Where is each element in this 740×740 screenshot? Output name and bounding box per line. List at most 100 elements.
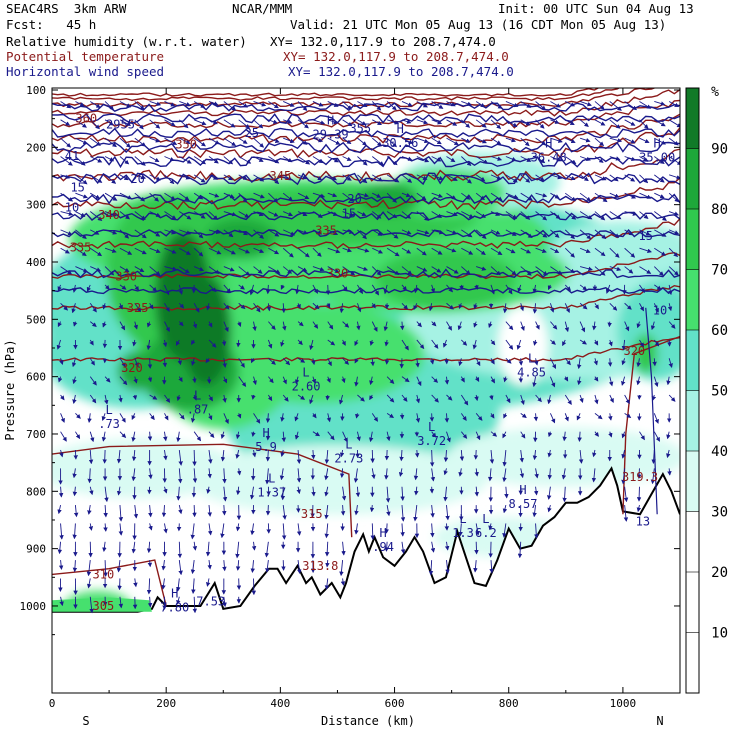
wind-arrow-222: [238, 192, 248, 203]
wind-arrow-357: [372, 247, 384, 254]
wind-arrow-704: [535, 394, 542, 403]
wind-arrow-397: [342, 266, 356, 276]
wind-arrow-988: [57, 541, 63, 555]
wind-arrow-592: [119, 358, 126, 368]
wind-arrow-41: [668, 101, 680, 108]
wind-arrow-686: [267, 394, 273, 402]
extremum-value-1: .87: [187, 403, 209, 417]
wind-arrow-355: [342, 247, 352, 253]
wind-arrow-958: [103, 523, 108, 532]
wind-arrow-92: [179, 137, 191, 144]
wind-arrow-951: [532, 505, 537, 518]
wind-arrow-836: [621, 449, 626, 459]
wind-arrow-75: [550, 119, 560, 124]
wind-arrow-907: [443, 486, 448, 502]
wind-arrow-493: [519, 303, 525, 312]
wind-arrow-863: [398, 468, 404, 477]
wind-arrow-939: [354, 505, 359, 516]
wind-arrow-325: [520, 229, 533, 239]
rh-blob-15: [204, 303, 425, 404]
wind-arrow-512: [178, 321, 184, 327]
wind-arrow-580: [562, 339, 567, 347]
wind-arrow-78: [594, 119, 606, 126]
wind-arrow-709: [609, 394, 614, 404]
wind-arrow-421: [72, 284, 77, 293]
wind-arrow-147: [372, 156, 385, 166]
wind-arrow-263: [223, 211, 237, 217]
wind-arrow-774: [327, 431, 335, 441]
wind-arrow-318: [416, 229, 430, 235]
wind-arrow-744: [503, 413, 508, 419]
wind-arrow-975: [354, 523, 359, 535]
wind-arrow-88: [119, 137, 131, 148]
wind-arrow-237: [461, 192, 471, 200]
wind-arrow-934: [282, 505, 287, 520]
extremum-value-2: 2.60: [292, 380, 321, 394]
wind-arrow-479: [312, 302, 320, 310]
wind-arrow-336: [60, 247, 70, 254]
wind-arrow-126: [60, 156, 73, 166]
theta-contour-12: [52, 337, 680, 362]
wind-arrow-868: [474, 468, 479, 477]
wind-arrow-389: [223, 266, 235, 272]
wind-arrow-130: [119, 156, 130, 165]
wind-arrow-725: [223, 413, 229, 425]
y-tick-label-200: 200: [26, 141, 46, 154]
wind-arrow-998: [205, 541, 211, 557]
wind-arrow-40: [654, 101, 666, 106]
wind-arrow-937: [324, 505, 329, 520]
wind-arrow-723: [190, 413, 196, 423]
wind-arrow-703: [520, 394, 525, 406]
wind-arrow-657: [460, 376, 465, 383]
y-tick-label-400: 400: [26, 256, 46, 269]
wind-arrow-150: [416, 156, 430, 163]
wind-arrow-548: [89, 339, 94, 346]
extremum-value-19: 355: [349, 122, 371, 136]
wind-arrow-311: [312, 229, 323, 235]
wind-arrow-351: [282, 247, 294, 258]
wind-arrow-679: [164, 394, 171, 403]
colorbar-swatch-0: [686, 632, 699, 693]
wind-arrow-220: [208, 192, 220, 198]
wind-arrow-400: [386, 266, 400, 276]
wind-arrow-424: [119, 284, 127, 290]
wind-arrow-433: [249, 284, 254, 296]
wind-arrow-860: [353, 468, 359, 483]
wind-arrow-116: [535, 137, 547, 145]
colorbar-label-30: 30: [711, 505, 728, 521]
wind-arrow-85: [75, 137, 88, 145]
wind-arrow-140: [268, 156, 280, 164]
wind-arrow-585: [639, 339, 644, 348]
wind-arrow-542: [624, 321, 630, 332]
wind-arrow-480: [326, 303, 331, 309]
wind-arrow-1026: [222, 560, 227, 572]
wind-arrow-105: [371, 137, 382, 147]
wind-arrow-316: [386, 229, 399, 239]
wind-arrow-666: [593, 376, 599, 382]
wind-arrow-65: [401, 119, 412, 124]
wind-arrow-879: [650, 468, 656, 485]
wind-arrow-949: [502, 504, 508, 514]
wind-arrow-789: [547, 431, 553, 438]
wind-arrow-47: [134, 119, 144, 130]
wind-arrow-530: [446, 321, 452, 331]
wind-arrow-43: [75, 119, 87, 128]
wind-arrow-528: [416, 321, 422, 328]
wind-arrow-294: [60, 229, 73, 236]
wind-arrow-266: [268, 211, 279, 217]
wind-arrow-627: [636, 358, 641, 368]
wind-arrow-1018: [103, 560, 108, 577]
wind-arrow-192: [416, 174, 428, 180]
wind-arrow-762: [147, 431, 153, 441]
wind-arrow-498: [594, 303, 599, 310]
wind-label-9: 10: [653, 304, 667, 318]
wind-arrow-1009: [400, 541, 406, 554]
colorbar-label-60: 60: [711, 323, 728, 339]
wind-arrow-849: [192, 468, 198, 483]
wind-arrow-687: [282, 394, 289, 402]
theta-contour-0: [52, 88, 600, 97]
colorbar-label-20: 20: [711, 565, 728, 581]
plot-frame: [51, 87, 681, 694]
wind-arrow-229: [342, 192, 355, 202]
wind-arrow-503: [667, 303, 673, 312]
